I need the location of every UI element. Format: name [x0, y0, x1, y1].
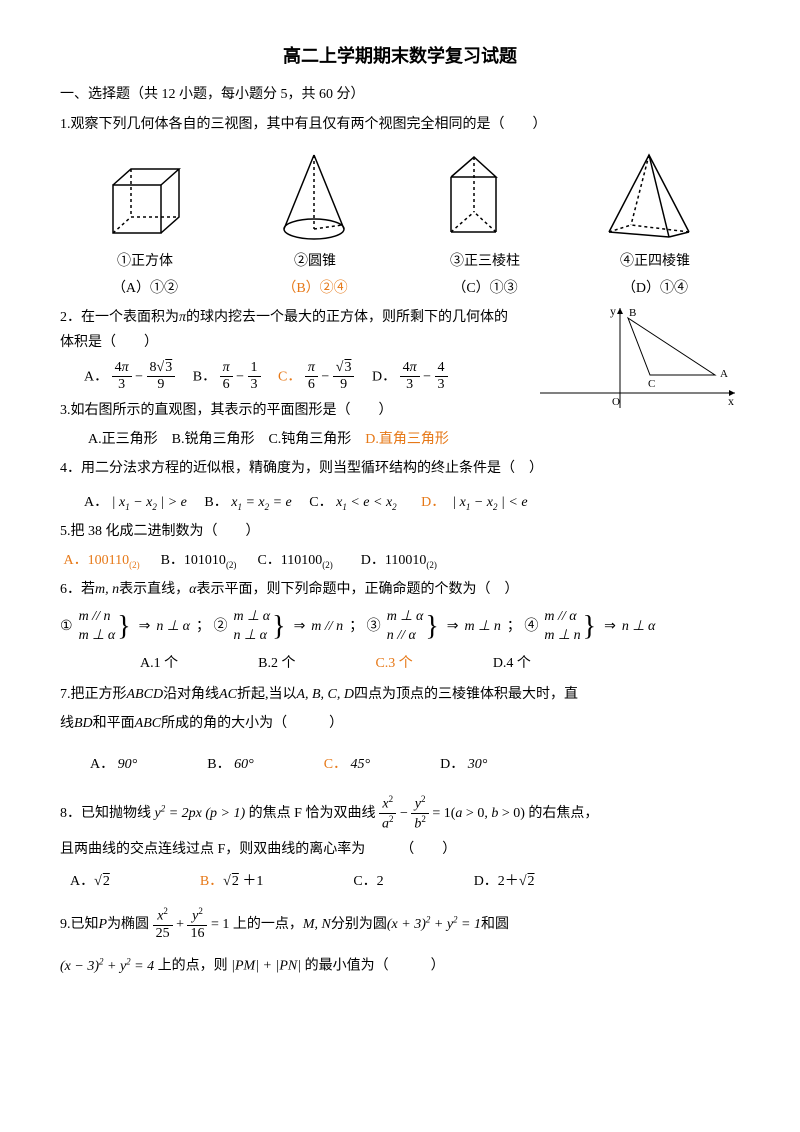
- q1-opt-b: （B）②④: [230, 276, 400, 301]
- q7-c-val: 45°: [351, 757, 371, 772]
- q6-mid2: 表示平面，则下列命题中，正确命题的个数为（ ）: [196, 582, 518, 597]
- q7-options: A． 90° B． 60° C． 45° D． 30°: [90, 752, 740, 777]
- q7-line2: 线BD和平面ABC所成的角的大小为（ ）: [60, 711, 740, 736]
- q4-stem: 4．用二分法求方程的近似根，精确度为，则当型循环结构的终止条件是（ ）: [60, 456, 740, 481]
- q5-options: A．100110(2) B．101010(2) C．110100(2) D．11…: [60, 548, 740, 573]
- q9-l2-post: 的最小值为（ ）: [305, 959, 445, 974]
- q1-opt-a: （A）①②: [60, 276, 230, 301]
- q6-propositions: ① m // nm ⊥ α } ⇒ n ⊥ α； ② m ⊥ αn ⊥ α } …: [60, 608, 740, 644]
- q4-d-label: D．: [421, 495, 445, 510]
- q4-b-label: B．: [204, 495, 227, 510]
- q3-options: A.正三角形 B.锐角三角形 C.钝角三角形 D.直角三角形: [60, 427, 740, 452]
- q6-stem: 6．若m, n表示直线，α表示平面，则下列命题中，正确命题的个数为（ ）: [60, 577, 740, 602]
- q7-l1-a: 7.把正方形: [60, 687, 127, 702]
- q8-d-label: D．2＋: [474, 874, 519, 889]
- q9-pre: 9.已知: [60, 917, 99, 932]
- label-A: A: [720, 368, 728, 380]
- q2-b-label: B．: [193, 369, 216, 384]
- q7-l1-c: 折起,当以: [237, 687, 297, 702]
- q9-post: 上的一点，: [233, 917, 303, 932]
- q4-options: A． | x1 − x2 | > e B． x1 = x2 = e C． x1 …: [84, 490, 740, 515]
- q7-l2-a: 线: [60, 716, 74, 731]
- q7-line1: 7.把正方形ABCD沿对角线AC折起,当以A, B, C, D四点为顶点的三棱锥…: [60, 682, 740, 707]
- q7-c-label: C．: [324, 757, 347, 772]
- q9-post2: 分别为圆: [331, 917, 387, 932]
- q5-stem: 5.把 38 化成二进制数为（ ）: [60, 519, 740, 544]
- q2-stem-pre: 2．在一个表面积为: [60, 310, 179, 325]
- q8-a-label: A．: [70, 874, 94, 889]
- q3-opts-abc: A.正三角形 B.锐角三角形 C.钝角三角形: [60, 432, 365, 447]
- q7-b-label: B．: [207, 757, 230, 772]
- q1-figures: [60, 147, 740, 247]
- q3-diagram: y B A C O x: [530, 303, 740, 427]
- label-x: x: [728, 394, 734, 408]
- q1-stem: 1.观察下列几何体各自的三视图，其中有且仅有两个视图完全相同的是（ ）: [60, 112, 740, 137]
- q5-opt-d: D．110010: [361, 553, 427, 568]
- section-heading: 一、选择题（共 12 小题，每小题分 5，共 60 分）: [60, 82, 740, 107]
- q6-opt-b: B.2 个: [258, 651, 295, 676]
- page-title: 高二上学期期末数学复习试题: [60, 40, 740, 72]
- q3-opt-d: D.直角三角形: [365, 432, 449, 447]
- q1-options: （A）①② （B）②④ （C）①③ （D）①④: [60, 276, 740, 301]
- q8-mid: 的焦点 F 恰为双曲线: [249, 806, 376, 821]
- q1-opt-d: （D）①④: [570, 276, 740, 301]
- q1-opt-c: （C）①③: [400, 276, 570, 301]
- q8-b-label: B．: [200, 874, 223, 889]
- label-O: O: [612, 396, 620, 408]
- label-y: y: [610, 304, 616, 318]
- cube-icon: [101, 157, 191, 247]
- q8-post: 的右焦点，: [528, 806, 598, 821]
- q6-opt-a: A.1 个: [140, 651, 178, 676]
- q7-l2-b: 和平面: [93, 716, 135, 731]
- q5-opt-b: B．101010: [161, 553, 226, 568]
- q6-options: A.1 个 B.2 个 C.3 个 D.4 个: [140, 651, 740, 676]
- q7-l1-d: 四点为顶点的三棱锥体积最大时，直: [354, 687, 578, 702]
- q2-c-label: C．: [278, 369, 301, 384]
- q8-pre: 8．已知抛物线: [60, 806, 151, 821]
- q7-b-val: 60°: [234, 757, 254, 772]
- prism-icon: [436, 147, 516, 247]
- q6-pre: 6．若: [60, 582, 95, 597]
- q9-l2-mid: 上的点，则: [158, 959, 228, 974]
- q6-opt-d: D.4 个: [493, 651, 531, 676]
- q8-line2: 且两曲线的交点连线过点 F，则双曲线的离心率为 （ ）: [60, 837, 740, 862]
- q4-c-label: C．: [309, 495, 332, 510]
- q7-a-label: A．: [90, 757, 114, 772]
- q9-mid: 为椭圆: [107, 917, 149, 932]
- q7-l2-c: 所成的角的大小为（ ）: [161, 716, 343, 731]
- q5-opt-a: A．100110: [64, 553, 130, 568]
- q2-a-label: A．: [84, 369, 108, 384]
- q2-d-label: D．: [372, 369, 396, 384]
- fig-label-1: ①正方体: [60, 249, 230, 274]
- pyramid-icon: [599, 147, 699, 247]
- q8-options: A．√2 B．√2 ＋1 C．2 D．2＋√2: [70, 869, 740, 894]
- q9-line1: 9.已知P为椭圆 x225 + y216 = 1 上的一点，M, N分别为圆(x…: [60, 906, 740, 943]
- fig-label-4: ④正四棱锥: [570, 249, 740, 274]
- q7-l1-b: 沿对角线: [163, 687, 219, 702]
- q6-opt-c: C.3 个: [375, 651, 412, 676]
- q5-opt-c: C．110100: [257, 553, 322, 568]
- fig-label-3: ③正三棱柱: [400, 249, 570, 274]
- q8-opt-c: C．2: [353, 869, 383, 894]
- q4-a-label: A．: [84, 495, 108, 510]
- label-B: B: [629, 307, 636, 319]
- q7-d-val: 30°: [468, 757, 488, 772]
- q6-mid: 表示直线，: [119, 582, 189, 597]
- fig-label-2: ②圆锥: [230, 249, 400, 274]
- q8-line1: 8．已知抛物线 y2 = 2px (p > 1) 的焦点 F 恰为双曲线 x2a…: [60, 794, 740, 834]
- q7-d-label: D．: [440, 757, 464, 772]
- q9-line2: (x − 3)2 + y2 = 4 上的点，则 |PM| + |PN| 的最小值…: [60, 953, 740, 979]
- q1-figure-labels: ①正方体 ②圆锥 ③正三棱柱 ④正四棱锥: [60, 249, 740, 274]
- q9-post3: 和圆: [481, 917, 509, 932]
- cone-icon: [274, 147, 354, 247]
- q7-a-val: 90°: [118, 757, 138, 772]
- label-C: C: [648, 378, 655, 390]
